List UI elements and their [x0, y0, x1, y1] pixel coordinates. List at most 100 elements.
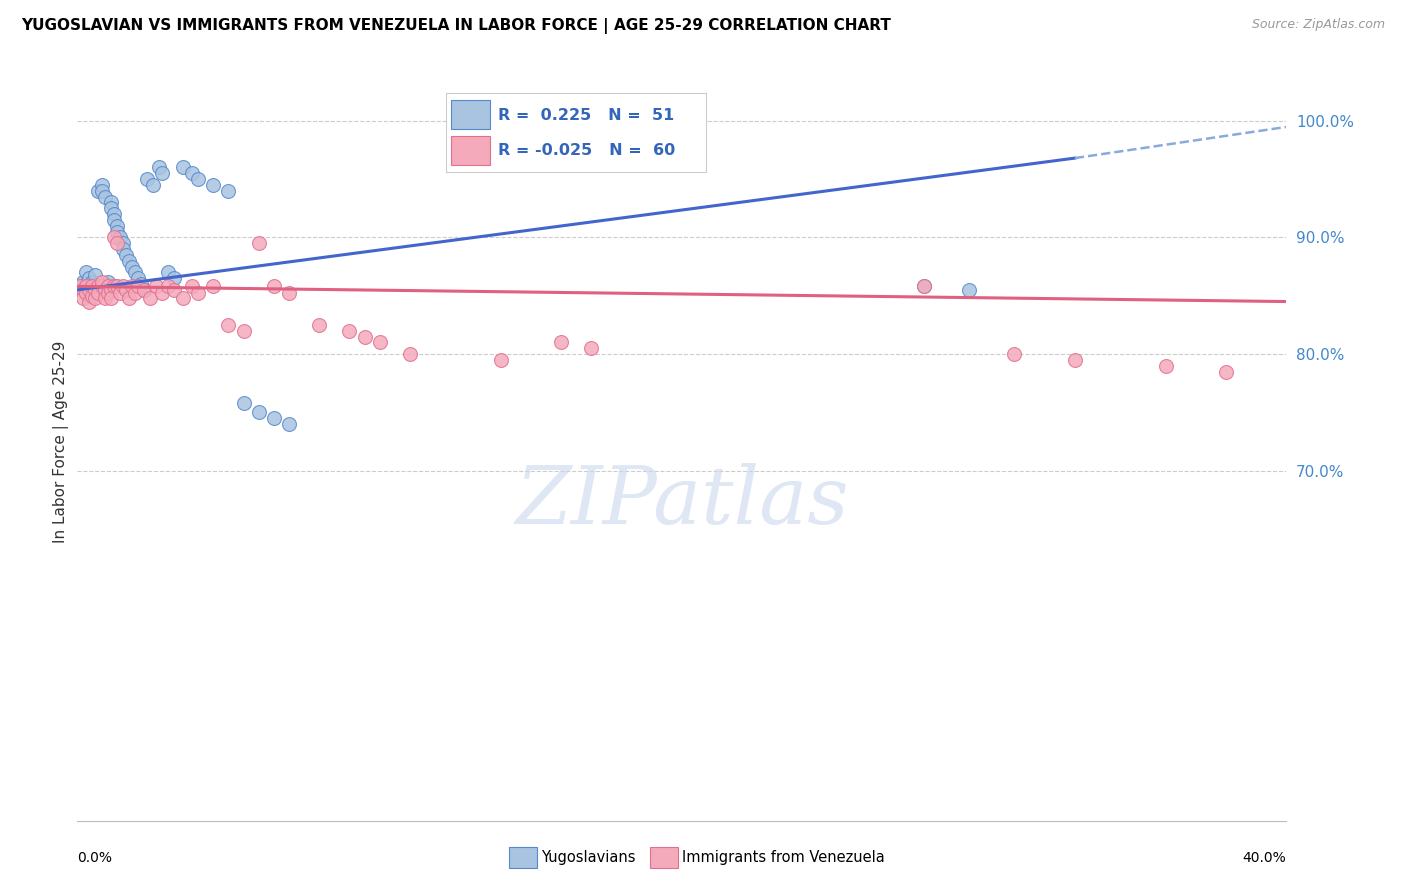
Point — [912, 279, 935, 293]
Point — [218, 184, 240, 198]
Point — [105, 236, 128, 251]
Point — [1154, 359, 1177, 373]
Point — [108, 286, 131, 301]
Point — [111, 236, 134, 251]
Point — [278, 417, 301, 431]
Point — [368, 335, 391, 350]
Point — [82, 283, 104, 297]
Point — [79, 271, 101, 285]
Point — [103, 207, 125, 221]
Point — [111, 242, 134, 256]
Point — [232, 324, 254, 338]
Y-axis label: In Labor Force | Age 25-29: In Labor Force | Age 25-29 — [53, 341, 69, 542]
Point — [87, 286, 110, 301]
Point — [1215, 365, 1237, 379]
Point — [90, 279, 112, 293]
Point — [132, 283, 155, 297]
Point — [399, 347, 422, 361]
Point — [139, 291, 162, 305]
Point — [202, 178, 225, 192]
Point — [145, 279, 167, 293]
Point — [75, 279, 97, 293]
Point — [96, 279, 118, 293]
Point — [353, 329, 375, 343]
Point — [247, 405, 270, 419]
Text: 40.0%: 40.0% — [1243, 851, 1286, 865]
Point — [150, 166, 173, 180]
Point — [111, 279, 134, 293]
Point — [172, 291, 194, 305]
Point — [100, 201, 122, 215]
Point — [124, 286, 146, 301]
Point — [105, 219, 128, 233]
Point — [187, 286, 209, 301]
Point — [79, 279, 101, 293]
Point — [103, 230, 125, 244]
Point — [82, 279, 104, 293]
Point — [114, 283, 136, 297]
Point — [90, 184, 112, 198]
Point — [75, 277, 97, 291]
Point — [263, 279, 285, 293]
Point — [263, 411, 285, 425]
Point — [93, 283, 115, 297]
Point — [105, 225, 128, 239]
Point — [114, 248, 136, 262]
Point — [90, 275, 112, 289]
Point — [157, 265, 180, 279]
Point — [163, 271, 186, 285]
Point — [118, 291, 141, 305]
Point — [100, 283, 122, 297]
Point — [96, 275, 118, 289]
Point — [232, 396, 254, 410]
Text: YUGOSLAVIAN VS IMMIGRANTS FROM VENEZUELA IN LABOR FORCE | AGE 25-29 CORRELATION : YUGOSLAVIAN VS IMMIGRANTS FROM VENEZUELA… — [21, 18, 891, 34]
Point — [118, 253, 141, 268]
Point — [96, 286, 118, 301]
Point — [84, 277, 107, 291]
Point — [121, 260, 143, 274]
Point — [72, 291, 94, 305]
Point — [100, 195, 122, 210]
Point — [150, 286, 173, 301]
Point — [1004, 347, 1026, 361]
Point — [135, 172, 157, 186]
Point — [105, 279, 128, 293]
Point — [124, 265, 146, 279]
Point — [121, 279, 143, 293]
Point — [127, 271, 149, 285]
Point — [163, 283, 186, 297]
Point — [84, 283, 107, 297]
Point — [157, 279, 180, 293]
Point — [72, 275, 94, 289]
Point — [69, 279, 91, 293]
Point — [202, 279, 225, 293]
Point — [957, 283, 980, 297]
Point — [103, 279, 125, 293]
Point — [181, 279, 204, 293]
Point — [79, 294, 101, 309]
Point — [87, 184, 110, 198]
Point — [912, 279, 935, 293]
Point — [132, 283, 155, 297]
Point — [581, 341, 603, 355]
Point — [308, 318, 330, 332]
Point — [87, 279, 110, 293]
Point — [96, 279, 118, 293]
Point — [90, 178, 112, 192]
Point — [129, 277, 152, 291]
Point — [93, 291, 115, 305]
Point — [100, 291, 122, 305]
Text: 0.0%: 0.0% — [77, 851, 112, 865]
Text: Yugoslavians: Yugoslavians — [541, 850, 636, 864]
Point — [93, 189, 115, 203]
Point — [84, 268, 107, 282]
Point — [172, 161, 194, 175]
Point — [69, 279, 91, 293]
Point — [181, 166, 204, 180]
Text: ZIPatlas: ZIPatlas — [515, 464, 849, 541]
Point — [187, 172, 209, 186]
Point — [1064, 352, 1087, 367]
Point — [148, 161, 170, 175]
Point — [72, 283, 94, 297]
Point — [72, 283, 94, 297]
